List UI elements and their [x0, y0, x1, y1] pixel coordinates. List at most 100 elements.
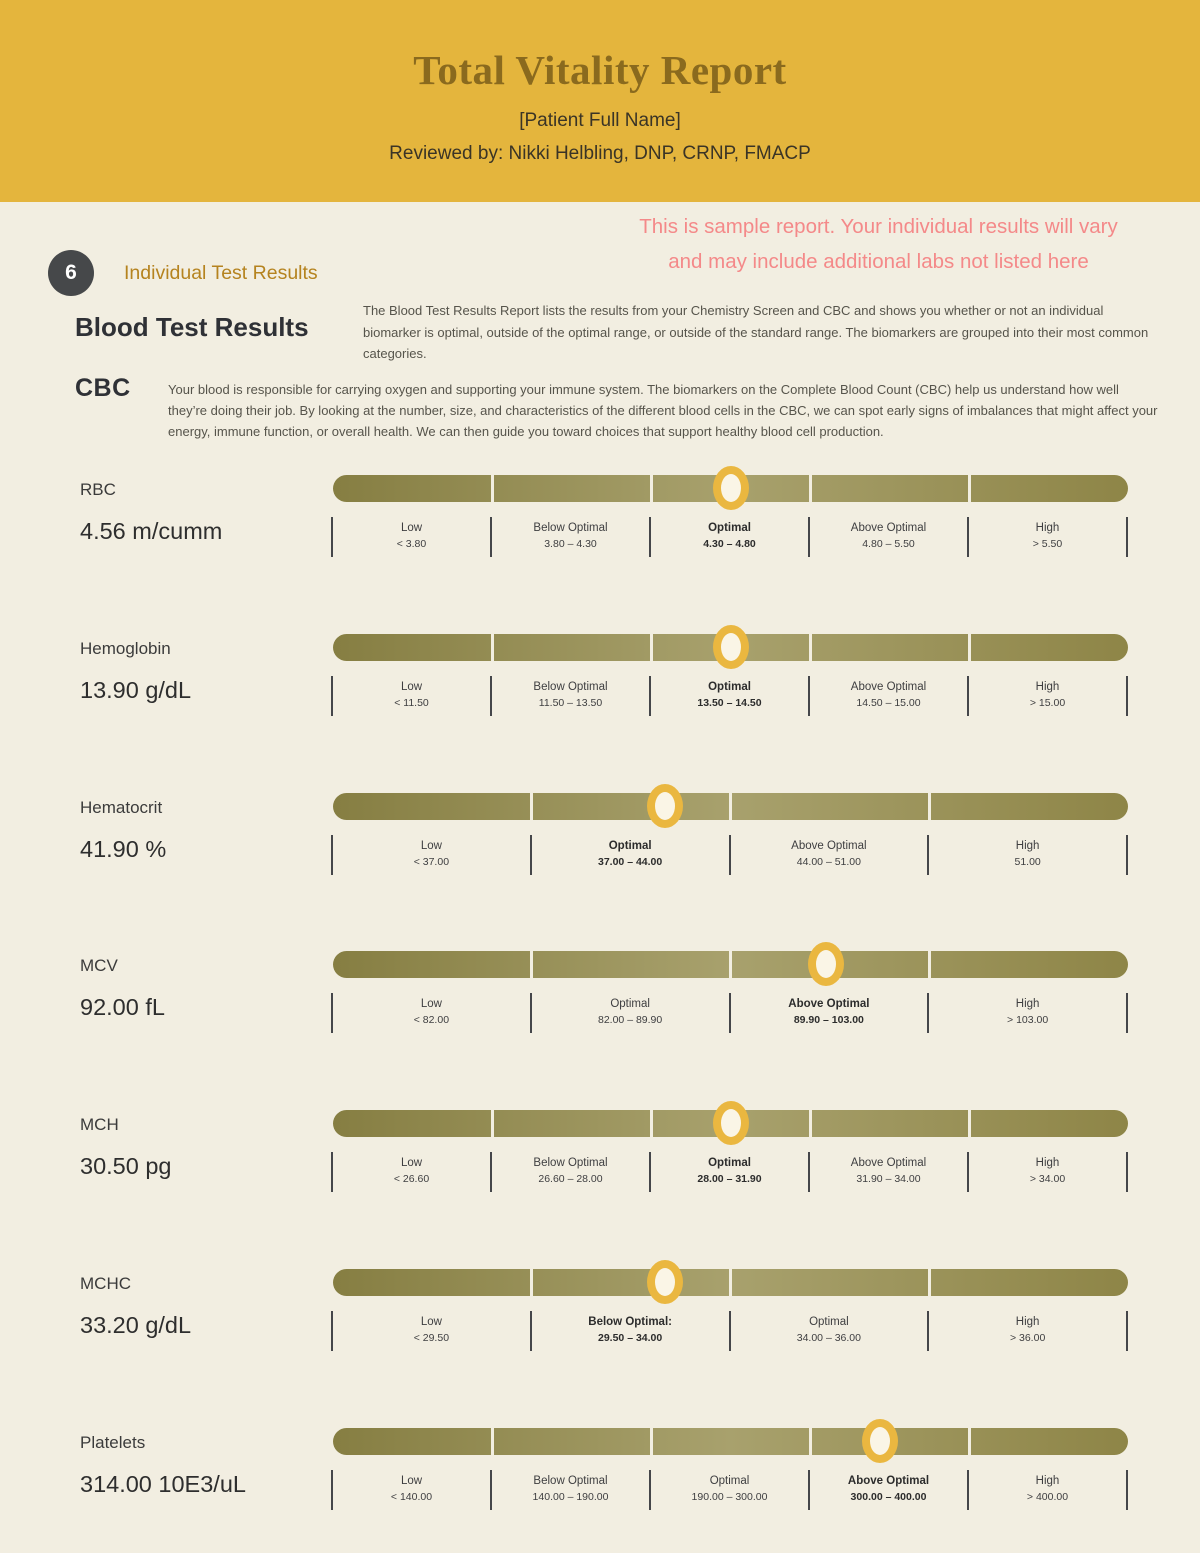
- biomarker-name: RBC: [80, 480, 116, 499]
- biomarker-row: MCH 30.50 pg Low < 26.60 Below Optimal 26.6…: [0, 1097, 1200, 1256]
- range-cell-below-optimal: Below Optimal 11.50 – 13.50: [490, 676, 649, 716]
- report-header: Total Vitality Report [Patient Full Name…: [0, 0, 1200, 202]
- range-values-label: 13.50 – 14.50: [697, 697, 762, 709]
- range-values-label: > 103.00: [1007, 1014, 1049, 1026]
- range-cell-high: High 51.00: [927, 835, 1128, 875]
- section-number-badge: 6: [48, 250, 94, 296]
- segment-divider: [927, 951, 931, 978]
- segment-divider: [967, 634, 971, 661]
- range-scale: Low < 3.80 Below Optimal 3.80 – 4.30 Optimal…: [331, 517, 1128, 557]
- section-title: Individual Test Results: [124, 262, 318, 284]
- range-scale: Low < 82.00 Optimal 82.00 – 89.90 Above Opti…: [331, 993, 1128, 1033]
- segment-divider: [927, 793, 931, 820]
- range-cell-below-optimal: Below Optimal 3.80 – 4.30: [490, 517, 649, 557]
- range-values-label: < 140.00: [390, 1491, 433, 1503]
- segment-divider: [490, 1110, 494, 1137]
- range-category-label: Optimal: [608, 840, 652, 852]
- range-cell-low: Low < 3.80: [331, 517, 490, 557]
- range-category-label: Optimal: [610, 998, 650, 1010]
- range-values-label: 82.00 – 89.90: [598, 1014, 663, 1026]
- range-cell-low: Low < 82.00: [331, 993, 530, 1033]
- biomarker-value: 30.50 pg: [80, 1153, 172, 1179]
- range-scale: Low < 29.50 Below Optimal: 29.50 – 34.00 Opt…: [331, 1311, 1128, 1351]
- result-marker-icon: [647, 1260, 684, 1304]
- segment-divider: [967, 475, 971, 502]
- range-scale: Low < 11.50 Below Optimal 11.50 – 13.50 Opti…: [331, 676, 1128, 716]
- range-category-label: High: [1015, 998, 1040, 1010]
- cbc-description: Your blood is responsible for carrying o…: [168, 382, 1158, 439]
- range-values-label: < 26.60: [393, 1173, 430, 1185]
- range-category-label: Above Optimal: [850, 522, 927, 534]
- biomarker-value: 4.56 m/cumm: [80, 518, 223, 544]
- result-marker-icon: [712, 1101, 749, 1145]
- range-category-label: Below Optimal: [533, 1157, 608, 1169]
- blood-test-results-description: The Blood Test Results Report lists the …: [363, 303, 1149, 361]
- range-cell-optimal: Optimal 28.00 – 31.90: [649, 1152, 808, 1192]
- range-scale: Low < 140.00 Below Optimal 140.00 – 190.00 O…: [331, 1470, 1128, 1510]
- range-category-label: Optimal: [708, 522, 751, 534]
- biomarker-name: Hemoglobin: [80, 639, 171, 658]
- range-values-label: 300.00 – 400.00: [850, 1491, 927, 1503]
- range-bar: [333, 466, 1128, 510]
- range-cell-high: High > 5.50: [967, 517, 1128, 557]
- range-scale: Low < 37.00 Optimal 37.00 – 44.00 Above Opti…: [331, 835, 1128, 875]
- segment-divider: [967, 1428, 971, 1455]
- segment-divider: [649, 1110, 653, 1137]
- biomarker-name: Hematocrit: [80, 798, 163, 817]
- segment-divider: [729, 951, 732, 978]
- range-cell-high: High > 15.00: [967, 676, 1128, 716]
- segment-divider: [649, 634, 653, 661]
- range-values-label: 140.00 – 190.00: [532, 1491, 609, 1503]
- biomarker-name: MCH: [80, 1115, 119, 1134]
- segment-divider: [649, 475, 653, 502]
- range-category-label: Below Optimal: [533, 681, 608, 693]
- blood-test-results-heading: Blood Test Results: [75, 312, 309, 342]
- biomarker-row: Platelets 314.00 10E3/uL Low < 140.00 Belo…: [0, 1415, 1200, 1553]
- segment-divider: [530, 951, 534, 978]
- range-values-label: > 15.00: [1029, 697, 1066, 709]
- range-scale: Low < 26.60 Below Optimal 26.60 – 28.00 Opti…: [331, 1152, 1128, 1192]
- range-category-label: Above Optimal: [850, 1157, 927, 1169]
- range-category-label: Below Optimal: [533, 522, 608, 534]
- range-values-label: 4.30 – 4.80: [703, 538, 756, 550]
- range-cell-optimal: Optimal 190.00 – 300.00: [649, 1470, 808, 1510]
- range-cell-optimal: Optimal 13.50 – 14.50: [649, 676, 808, 716]
- range-cell-low: Low < 26.60: [331, 1152, 490, 1192]
- sample-disclaimer: This is sample report. Your individual r…: [556, 209, 1200, 279]
- range-category-label: High: [1015, 840, 1040, 852]
- segment-divider: [927, 1269, 931, 1296]
- range-category-label: Low: [400, 1475, 423, 1487]
- range-category-label: High: [1035, 681, 1060, 693]
- section-number: 6: [65, 261, 77, 284]
- range-values-label: 3.80 – 4.30: [544, 538, 597, 550]
- range-values-label: > 5.50: [1032, 538, 1063, 550]
- range-cell-low: Low < 11.50: [331, 676, 490, 716]
- range-cell-low: Low < 37.00: [331, 835, 530, 875]
- range-cell-low: Low < 29.50: [331, 1311, 530, 1351]
- range-cell-above-optimal: Above Optimal 14.50 – 15.00: [808, 676, 967, 716]
- result-marker-icon: [861, 1419, 898, 1463]
- range-bar: [333, 942, 1128, 986]
- range-bar: [333, 625, 1128, 669]
- biomarker-value: 33.20 g/dL: [80, 1312, 192, 1338]
- range-category-label: Above Optimal: [850, 681, 927, 693]
- range-category-label: Below Optimal:: [588, 1316, 672, 1328]
- range-category-label: Low: [420, 840, 442, 852]
- range-cell-below-optimal: Below Optimal 140.00 – 190.00: [490, 1470, 649, 1510]
- range-category-label: Low: [400, 522, 423, 534]
- range-values-label: 14.50 – 15.00: [856, 697, 921, 709]
- range-cell-high: High > 34.00: [967, 1152, 1128, 1192]
- range-category-label: Low: [420, 1316, 442, 1328]
- range-category-label: Optimal: [708, 1157, 751, 1169]
- result-marker-icon: [712, 466, 749, 510]
- segment-divider: [729, 793, 732, 820]
- range-cell-below-optimal: Below Optimal 26.60 – 28.00: [490, 1152, 649, 1192]
- range-category-label: Optimal: [708, 681, 751, 693]
- range-cell-optimal: Optimal 37.00 – 44.00: [529, 835, 729, 875]
- segment-divider: [808, 1428, 812, 1455]
- cbc-heading: CBC: [75, 374, 131, 402]
- range-values-label: > 36.00: [1009, 1332, 1046, 1344]
- range-category-label: High: [1035, 1157, 1060, 1169]
- range-values-label: 28.00 – 31.90: [697, 1173, 762, 1185]
